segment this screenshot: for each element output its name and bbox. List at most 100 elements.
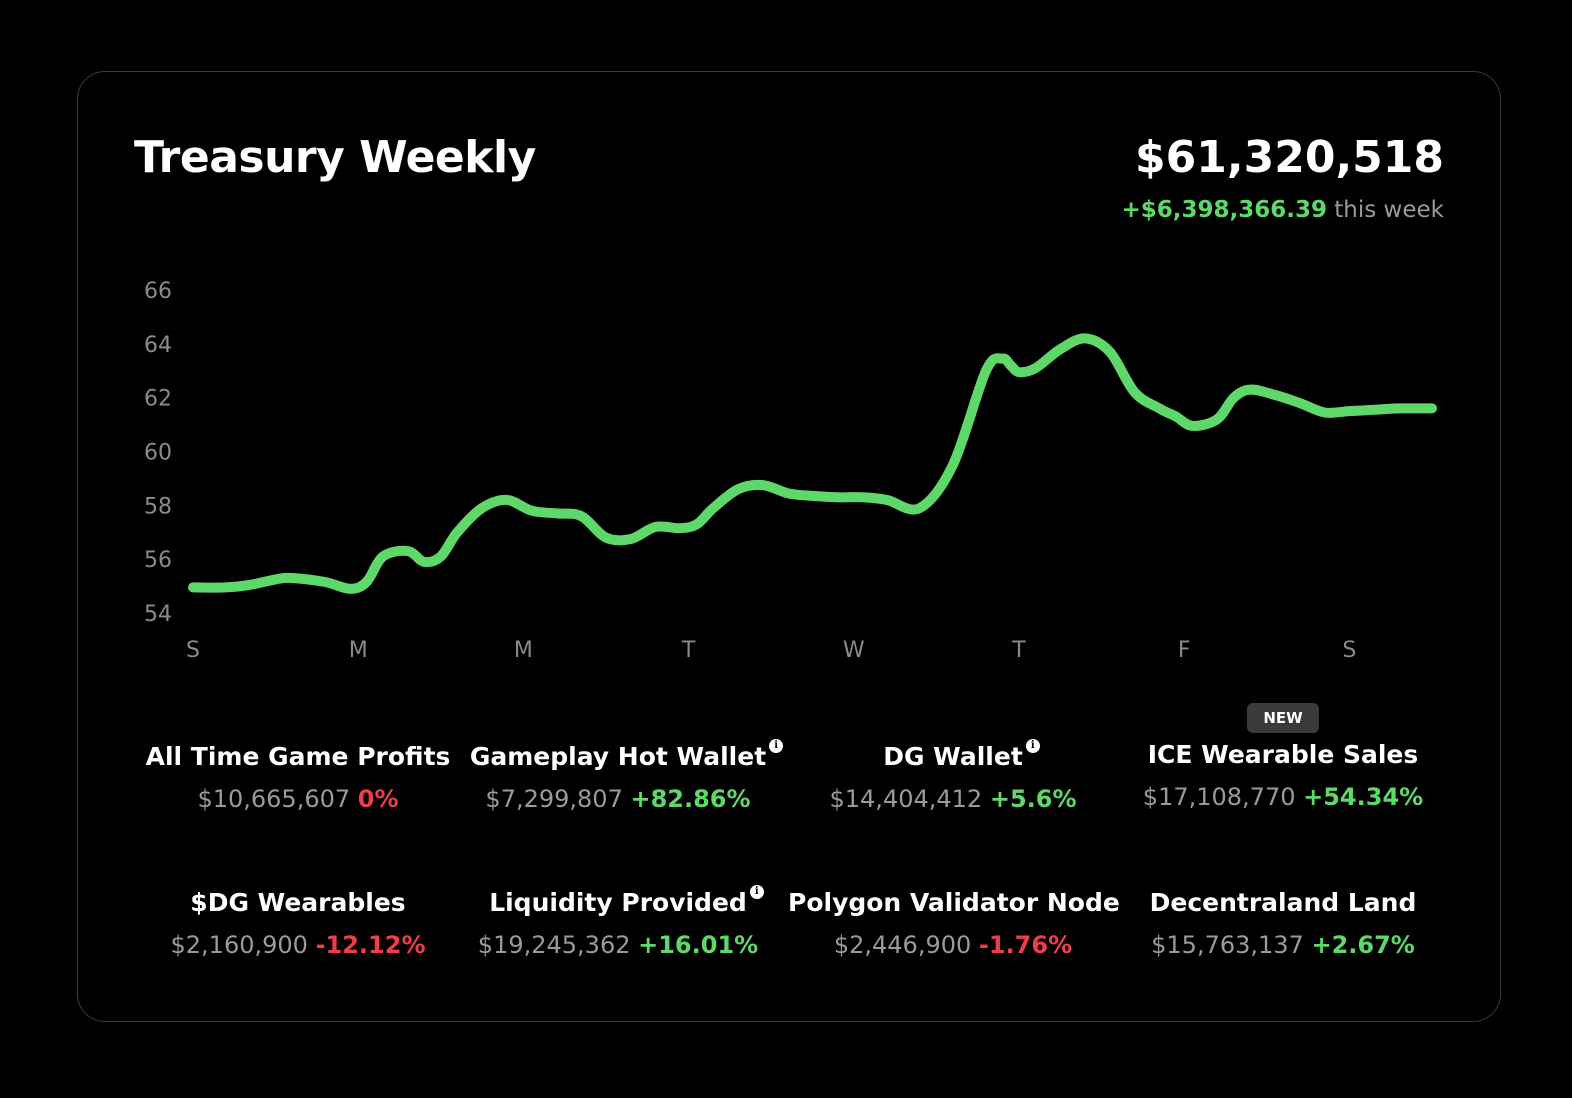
data-point: [1105, 347, 1115, 357]
y-tick-label: 54: [144, 602, 172, 627]
y-tick-label: 56: [144, 548, 172, 573]
data-point: [1212, 414, 1222, 424]
info-icon[interactable]: i: [769, 739, 784, 753]
stat-amount: $2,160,900: [170, 931, 308, 959]
data-point: [1369, 405, 1379, 415]
data-point: [287, 573, 297, 583]
y-tick-label: 64: [144, 333, 172, 358]
stat-amount: $14,404,412: [829, 785, 983, 813]
stat-liquidity-provided: Liquidity Provided i $19,245,362 +16.01%: [453, 885, 783, 959]
data-point: [758, 480, 768, 490]
stat-change: +5.6%: [989, 785, 1077, 813]
data-point: [808, 491, 818, 501]
x-tick-label: T: [681, 638, 696, 663]
data-point: [882, 495, 892, 505]
data-point: [362, 577, 372, 587]
stat-label-text: DG Wallet: [883, 742, 1023, 771]
data-point: [1270, 390, 1280, 400]
data-point: [998, 354, 1008, 364]
data-point: [981, 366, 991, 376]
info-icon[interactable]: i: [1025, 739, 1040, 753]
stat-amount: $19,245,362: [477, 931, 631, 959]
data-point: [1394, 403, 1404, 413]
data-point: [1055, 344, 1065, 354]
data-point: [320, 577, 330, 587]
x-tick-label: M: [514, 638, 533, 663]
data-point: [733, 484, 743, 494]
data-point: [832, 492, 842, 502]
data-point: [1320, 408, 1330, 418]
new-badge: NEW: [1247, 703, 1319, 733]
stat-values: $2,160,900 -12.12%: [133, 931, 463, 959]
data-point: [345, 584, 355, 594]
stat-amount: $15,763,137: [1151, 931, 1304, 959]
stat-all-time-game-profits: All Time Game Profits $10,665,607 0%: [133, 742, 463, 813]
stat-label: All Time Game Profits: [145, 742, 451, 771]
stat-label: Liquidity Provided i: [489, 885, 764, 917]
stat-change: 0%: [357, 785, 399, 813]
x-tick-label: W: [843, 638, 865, 663]
stat-dg-wallet: DG Wallet i $14,404,412 +5.6%: [788, 739, 1118, 813]
data-point: [1188, 421, 1198, 431]
treasury-line-chart: 54 56 58 60 62 64 66 S M M T W T F S: [144, 279, 1437, 663]
stat-change: +82.86%: [630, 785, 751, 813]
stat-amount: $2,446,900: [833, 931, 972, 959]
stat-change: -1.76%: [978, 931, 1073, 959]
x-tick-label: T: [1011, 638, 1026, 663]
data-point: [452, 527, 462, 537]
data-point: [915, 503, 925, 513]
data-point: [626, 534, 636, 544]
stat-label: $DG Wearables: [190, 888, 406, 917]
y-tick-label: 62: [144, 387, 172, 412]
treasury-card: Treasury Weekly $61,320,518 +$6,398,366.…: [77, 71, 1501, 1022]
stat-change: -12.12%: [315, 931, 426, 959]
stat-change: +16.01%: [638, 931, 759, 959]
data-point: [692, 519, 702, 529]
stat-values: $2,446,900 -1.76%: [788, 931, 1118, 959]
page-title: Treasury Weekly: [134, 132, 536, 183]
stat-ice-wearable-sales: ICE Wearable Sales $17,108,770 +54.34%: [1118, 740, 1448, 811]
stat-values: $7,299,807 +82.86%: [453, 785, 783, 813]
y-tick-label: 58: [144, 494, 172, 519]
data-point: [1154, 403, 1164, 413]
data-point: [1344, 406, 1354, 416]
data-point: [1245, 385, 1255, 395]
data-point: [1295, 398, 1305, 408]
data-point: [271, 574, 281, 584]
data-point: [551, 508, 561, 518]
info-icon[interactable]: i: [749, 885, 764, 899]
stat-label-text: Liquidity Provided: [489, 888, 747, 917]
stat-polygon-validator-node: Polygon Validator Node $2,446,900 -1.76%: [788, 888, 1120, 959]
stat-change: +2.67%: [1311, 931, 1415, 959]
stat-amount: $7,299,807: [485, 785, 623, 813]
weekly-change: +$6,398,366.39 this week: [1121, 197, 1444, 223]
data-point: [783, 488, 793, 498]
stat-gameplay-hot-wallet: Gameplay Hot Wallet i $7,299,807 +82.86%: [453, 739, 784, 813]
data-point: [477, 503, 487, 513]
data-point: [378, 552, 388, 562]
data-point: [1229, 393, 1239, 403]
data-point: [403, 546, 413, 556]
x-tick-label: S: [186, 638, 200, 663]
data-point: [221, 582, 231, 592]
data-point: [601, 533, 611, 543]
data-point: [1130, 387, 1140, 397]
data-point: [1014, 367, 1024, 377]
stat-amount: $10,665,607: [197, 785, 351, 813]
data-point: [1080, 333, 1090, 343]
data-point: [419, 557, 429, 567]
data-point: [527, 506, 537, 516]
stat-label-text: Gameplay Hot Wallet: [469, 742, 767, 771]
x-tick-label: F: [1178, 638, 1191, 663]
stat-label: Decentraland Land: [1149, 888, 1417, 917]
data-point: [1427, 403, 1437, 413]
data-point: [651, 522, 661, 532]
x-tick-label: M: [349, 638, 368, 663]
data-point: [857, 492, 867, 502]
data-point: [675, 523, 685, 533]
stat-amount: $17,108,770: [1142, 783, 1296, 811]
data-point: [708, 503, 718, 513]
data-point: [1031, 363, 1041, 373]
data-point: [188, 582, 198, 592]
stat-dg-wearables: $DG Wearables $2,160,900 -12.12%: [133, 888, 463, 959]
